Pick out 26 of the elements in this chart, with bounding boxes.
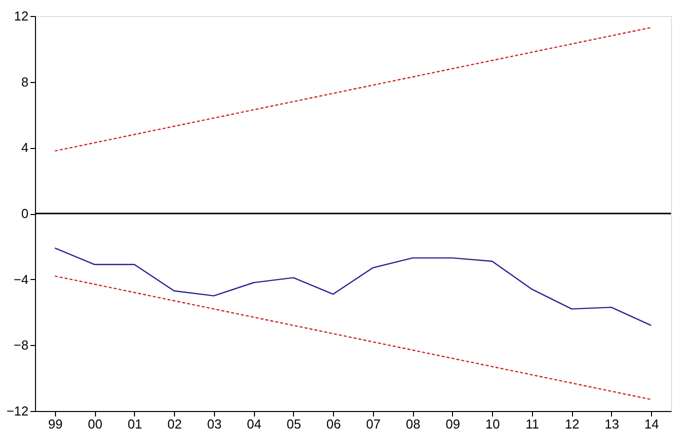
y-tick-label: 0 [21,206,28,221]
x-tick-label: 12 [564,416,580,432]
x-tick-label: 01 [128,416,142,432]
line-series [54,26,652,152]
y-tick-label: 4 [21,140,28,156]
x-tick-label: 02 [167,416,182,432]
y-tick-label: 8 [21,74,28,90]
x-tick-label: 07 [366,416,381,432]
x-tick-label: 05 [286,416,302,432]
x-tick-label: 04 [246,416,262,432]
y-tick-label: −12 [6,404,28,418]
line-series [54,275,652,400]
x-tick-label: 03 [207,416,222,432]
x-tick-label: 08 [406,416,420,432]
x-tick-label: 11 [526,416,540,432]
x-tick-label: 00 [88,416,102,432]
x-tick-label: 09 [446,416,460,432]
y-tick-label: −4 [14,272,28,287]
x-tick-label: 14 [644,416,659,432]
y-tick-label: −8 [14,338,28,353]
line-series [54,247,652,326]
x-tick-label: 06 [326,416,341,432]
x-tick-label: 13 [604,416,620,432]
y-tick-label: 12 [14,8,28,24]
x-tick-label: 99 [48,416,63,432]
x-tick-label: 10 [485,416,500,432]
